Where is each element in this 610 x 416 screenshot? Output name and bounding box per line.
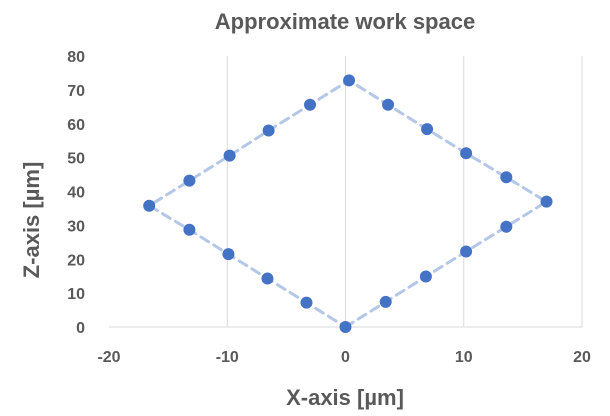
y-tick-label: 40 [67, 185, 85, 202]
data-point [223, 149, 236, 162]
y-tick-label: 50 [67, 151, 85, 168]
y-tick-label: 10 [67, 286, 85, 303]
data-point [339, 321, 352, 333]
data-point [261, 272, 274, 285]
axes [109, 56, 582, 328]
data-point [419, 270, 432, 283]
data-point [183, 223, 196, 236]
data-point [222, 248, 235, 261]
data-point [183, 174, 196, 187]
data-point [143, 199, 156, 212]
data-point [500, 171, 513, 184]
y-tick-label: 0 [76, 320, 85, 337]
series-line [146, 78, 550, 329]
y-axis-title: Z-axis [µm] [19, 162, 44, 279]
data-point [382, 98, 395, 111]
y-tick-label: 70 [67, 83, 85, 100]
data-point [379, 295, 392, 308]
x-tick-label: 10 [455, 349, 473, 366]
series [143, 74, 553, 333]
y-tick-label: 80 [67, 49, 85, 66]
data-point [343, 74, 356, 87]
data-point [500, 220, 513, 233]
tick-labels: -20 -10 0 10 20 0 10 20 30 40 50 60 70 80 [67, 49, 591, 366]
data-point [460, 245, 473, 258]
data-point [300, 296, 313, 309]
x-tick-label: 0 [341, 349, 350, 366]
y-tick-label: 30 [67, 218, 85, 235]
data-point [421, 123, 434, 136]
data-point [460, 147, 473, 160]
x-axis-title: X-axis [µm] [286, 385, 404, 410]
x-tick-label: -10 [216, 349, 239, 366]
y-tick-label: 20 [67, 252, 85, 269]
y-tick-label: 60 [67, 117, 85, 134]
chart-title: Approximate work space [215, 9, 475, 34]
x-tick-label: 20 [573, 349, 591, 366]
data-point [540, 195, 553, 208]
x-tick-label: -20 [97, 349, 120, 366]
data-point [262, 124, 275, 137]
data-point [304, 98, 317, 111]
